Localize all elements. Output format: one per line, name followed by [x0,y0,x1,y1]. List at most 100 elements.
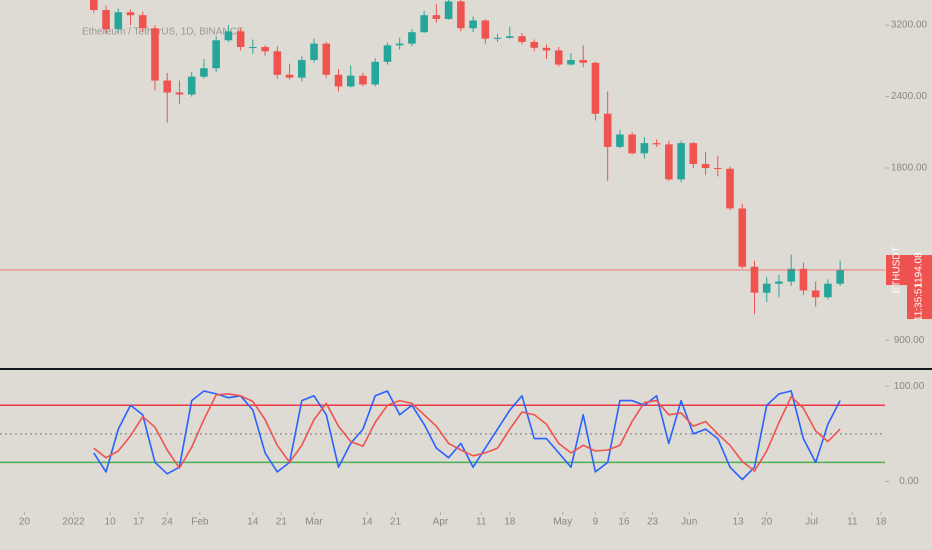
x-tick-label: 9 [593,517,599,528]
candle-body [591,62,600,114]
candle-body [518,36,526,42]
x-tick-label: 14 [361,517,373,528]
x-tick-label: Feb [191,517,209,528]
candle-body [750,266,759,293]
y-tick-label: 1800.00 [891,163,928,174]
candle-body [334,74,343,87]
candle-body [542,47,551,51]
candle-body [603,113,612,147]
candle-body [444,1,453,19]
candle-body [824,283,832,298]
candle-body [298,60,306,78]
x-tick-label: 16 [618,517,630,528]
candle-body [689,143,698,164]
candle-body [628,134,636,154]
candle-body [102,10,110,30]
candle-body [579,60,587,63]
candle-body [493,37,502,39]
candle-body [713,168,722,170]
x-tick-label: Jul [805,517,818,528]
x-tick-label: 21 [390,517,402,528]
candle-body [567,60,575,65]
x-tick-label: 14 [247,517,259,528]
candle-body [138,15,147,29]
candle-body [554,50,563,65]
candle-body [616,134,624,147]
x-tick-label: 11 [476,517,487,528]
candle-body [163,80,172,93]
candle-body [212,40,220,69]
candle-body [224,31,233,41]
stoch-line [93,393,841,472]
y-tick-label: 2400.00 [891,91,928,102]
x-tick-label: 18 [875,517,887,528]
candle-body [236,31,245,47]
candle-body [273,51,282,75]
candle-body [420,15,428,33]
candle-body [310,43,318,61]
countdown-label: 11:35:51 [914,283,925,322]
x-tick-label: 13 [733,517,745,528]
candle-body [395,43,404,46]
symbol-label: ETHUSDT [892,246,903,293]
x-tick-label: 20 [761,517,773,528]
candle-body [126,12,135,16]
candle-body [530,41,539,48]
last-price-label: 1194.08 [914,252,925,288]
candle-body [811,290,820,298]
y-tick-label: 0.00 [899,476,919,487]
candle-body [640,143,649,154]
candle-body [187,76,196,95]
candle-body [457,1,465,29]
y-tick-label: 3200.00 [891,20,928,31]
candle-body [359,75,367,85]
candle-body [261,46,269,52]
candle-body [249,46,257,48]
price-label-box [886,255,932,286]
candle-body [677,143,685,180]
candle-body [175,92,184,95]
candle-body [285,74,294,78]
candle-body [200,68,208,77]
x-tick-label: Jun [681,517,697,528]
candle-body [652,143,661,145]
x-tick-label: 20 [19,517,31,528]
y-tick-label: 100.00 [894,381,925,392]
x-tick-label: 18 [504,517,516,528]
candle-body [346,75,355,87]
candle-body [114,12,123,30]
countdown-box [907,285,932,320]
candle-body [505,36,514,38]
candle-body [408,32,416,44]
x-tick-label: Mar [305,517,323,528]
candle-body [322,43,331,75]
candle-body [701,163,710,169]
candle-body [787,268,795,282]
candle-body [383,45,392,62]
x-tick-label: Apr [433,517,449,528]
x-tick-label: 24 [162,517,174,528]
candle-body [151,28,159,81]
candle-body [799,268,808,291]
candle-body [726,168,734,209]
x-tick-label: 2022 [62,517,85,528]
candle-body [469,20,477,29]
candle-body [481,20,490,39]
x-tick-label: 17 [133,517,145,528]
candle-body [371,61,380,85]
candle-body [762,283,771,293]
price-pane [90,0,844,315]
y-tick-label: 900.00 [894,335,925,346]
chart-title: Ethereum / TetherUS, 1D, BINANCE [82,27,244,38]
candle-body [775,281,783,284]
candle-body [665,144,673,180]
x-tick-label: 21 [276,517,288,528]
x-tick-label: 23 [647,517,659,528]
candle-body [836,270,844,284]
stoch-line [93,390,841,481]
candle-body [432,15,441,19]
stoch-pane [0,390,885,481]
